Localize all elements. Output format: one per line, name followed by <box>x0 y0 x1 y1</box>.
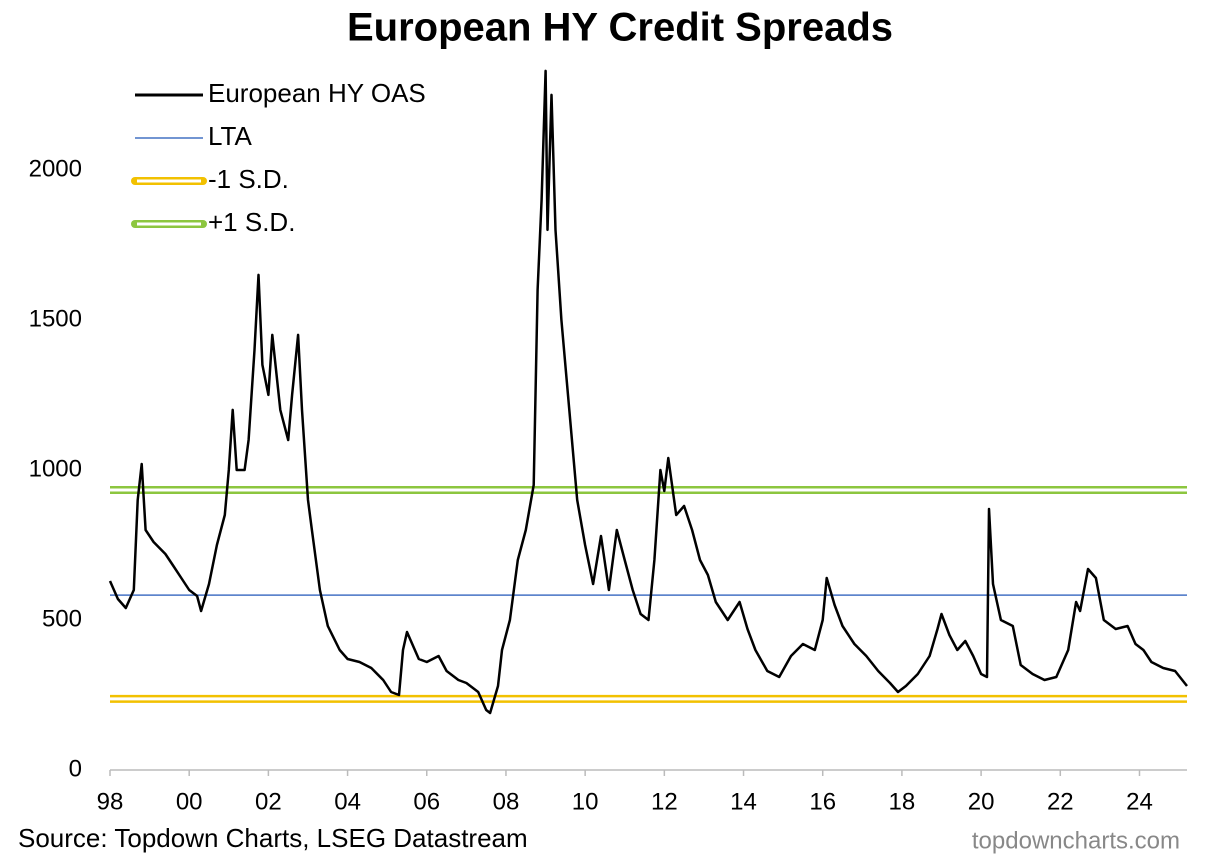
legend-label: +1 S.D. <box>208 207 295 237</box>
legend-label: LTA <box>208 121 252 151</box>
x-tick-label: 12 <box>651 788 678 815</box>
x-tick-label: 04 <box>334 788 361 815</box>
x-tick-label: 20 <box>968 788 995 815</box>
y-tick-label: 1500 <box>29 305 82 332</box>
x-tick-label: 16 <box>809 788 836 815</box>
data-line <box>108 69 1188 715</box>
x-tick-label: 08 <box>493 788 520 815</box>
x-tick-label: 24 <box>1126 788 1153 815</box>
source: Source: Topdown Charts, LSEG Datastream <box>18 823 528 853</box>
x-tick-label: 14 <box>730 788 757 815</box>
chart-title: European HY Credit Spreads <box>347 6 893 50</box>
legend-label: -1 S.D. <box>208 164 289 194</box>
x-tick-label: 00 <box>176 788 203 815</box>
watermark: topdowncharts.com <box>972 827 1180 854</box>
x-tick-label: 02 <box>255 788 282 815</box>
x-tick-label: 06 <box>413 788 440 815</box>
y-tick-label: 500 <box>42 605 82 632</box>
y-tick-label: 2000 <box>29 155 82 182</box>
x-tick-label: 98 <box>97 788 124 815</box>
legend-label: European HY OAS <box>208 78 426 108</box>
x-tick-label: 10 <box>572 788 599 815</box>
x-tick-label: 18 <box>889 788 916 815</box>
x-tick-label: 22 <box>1047 788 1074 815</box>
y-tick-label: 0 <box>69 755 82 782</box>
y-tick-label: 1000 <box>29 455 82 482</box>
